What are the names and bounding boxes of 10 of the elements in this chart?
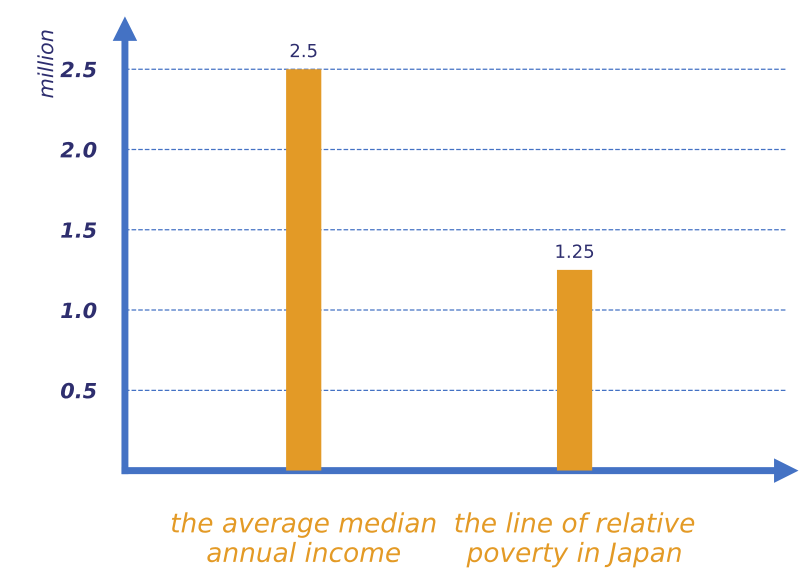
y-tick-label: 1.5 xyxy=(61,222,96,238)
y-tick-label: 2.0 xyxy=(60,142,96,158)
y-axis-title: million xyxy=(37,30,54,98)
data-label: 1.25 xyxy=(556,244,594,258)
y-tick-label: 0.5 xyxy=(61,382,96,399)
y-tick-label: 1.0 xyxy=(61,302,96,318)
x-tick-label: the line of relative poverty in Japan xyxy=(455,512,694,568)
y-tick-label: 2.5 xyxy=(60,62,96,78)
data-label: 2.5 xyxy=(290,44,316,58)
x-tick-label: the average median annual income xyxy=(172,512,436,562)
